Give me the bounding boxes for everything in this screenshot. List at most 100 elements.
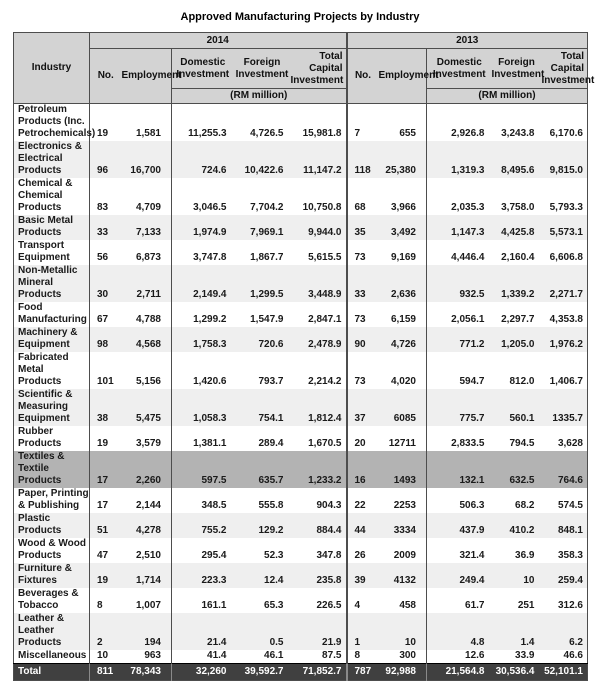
- table-body: Petroleum Products (Inc. Petrochemicals)…: [13, 103, 588, 664]
- value-cell: 19: [97, 438, 109, 449]
- header-year-2014: 2014: [89, 32, 348, 49]
- value-cell: 10: [523, 575, 535, 586]
- value-cell: 812.0: [509, 376, 535, 387]
- value-cell: 635.7: [258, 475, 284, 486]
- table-row: Textiles & Textile Products 17 2,260 597.5 6…: [13, 451, 588, 488]
- value-cell: 21.4: [207, 637, 227, 648]
- header-domestic-2014: Domestic Investment: [171, 48, 234, 89]
- value-cell: 8: [354, 650, 361, 661]
- value-cell: 39: [354, 575, 366, 586]
- value-cell: 2,149.4: [193, 289, 227, 300]
- value-cell: 1,299.2: [193, 314, 227, 325]
- value-cell: 321.4: [459, 550, 485, 561]
- value-cell: 73: [354, 314, 366, 325]
- header-foreign-2013: Foreign Investment: [491, 48, 544, 89]
- value-cell: 5,615.5: [290, 240, 348, 265]
- value-cell: 724.6: [201, 165, 227, 176]
- table-row: Miscellaneous 10 963 41.4 46.1 87.5 8 300 12.6 33…: [13, 650, 588, 664]
- value-cell: 22: [354, 500, 366, 511]
- unit-label-2014: (RM million): [171, 88, 348, 104]
- value-cell: 68: [354, 202, 366, 213]
- value-cell: 8: [97, 600, 103, 611]
- total-cell: 32,260: [171, 663, 234, 681]
- value-cell: 4,726: [378, 327, 427, 352]
- value-cell: 1,867.7: [250, 252, 284, 263]
- value-cell: 1,420.6: [193, 376, 227, 387]
- value-cell: 289.4: [258, 438, 284, 449]
- value-cell: 506.3: [459, 500, 485, 511]
- value-cell: 44: [354, 525, 366, 536]
- total-cell: 787: [346, 663, 379, 681]
- table-row: Non-Metallic Mineral Products 30 2,711 2,14…: [13, 265, 588, 302]
- header-total-capital-2013: Total Capital Investment: [541, 48, 594, 89]
- value-cell: 764.6: [557, 475, 583, 486]
- industry-cell: Miscellaneous: [13, 650, 90, 664]
- value-cell: 15,981.8: [290, 103, 348, 141]
- value-cell: 26: [354, 550, 366, 561]
- value-cell: 720.6: [258, 339, 284, 350]
- industry-cell: Food Manufacturing: [13, 302, 90, 327]
- value-cell: 5,475: [121, 389, 172, 426]
- header-domestic-2013: Domestic Investment: [426, 48, 492, 89]
- value-cell: 10,750.8: [290, 178, 348, 215]
- industry-cell: Plastic Products: [13, 513, 90, 538]
- value-cell: 1,406.7: [549, 376, 583, 387]
- value-cell: 1,147.3: [451, 227, 485, 238]
- value-cell: 794.5: [509, 438, 535, 449]
- value-cell: 3,747.8: [193, 252, 227, 263]
- page-title: Approved Manufacturing Projects by Indus…: [180, 11, 420, 23]
- page: Approved Manufacturing Projects by Indus…: [0, 11, 600, 681]
- value-cell: 3,243.8: [501, 128, 535, 139]
- industry-cell: Chemical & Chemical Products: [13, 178, 90, 215]
- industry-cell: Basic Metal Products: [13, 215, 90, 240]
- value-cell: 33: [354, 289, 366, 300]
- value-cell: 6085: [378, 389, 427, 426]
- header-no-2013: No.: [346, 48, 379, 104]
- value-cell: 4.8: [470, 637, 485, 648]
- value-cell: 3,966: [378, 178, 427, 215]
- value-cell: 410.2: [509, 525, 535, 536]
- value-cell: 312.6: [557, 600, 583, 611]
- value-cell: 2,297.7: [501, 314, 535, 325]
- value-cell: 16,700: [121, 141, 172, 178]
- value-cell: 2,035.3: [451, 202, 485, 213]
- table-row: Plastic Products 51 4,278 755.2 129.2 884.4 44…: [13, 513, 588, 538]
- total-cell: 78,343: [121, 663, 172, 681]
- value-cell: 1,299.5: [250, 289, 284, 300]
- value-cell: 10,422.6: [244, 165, 284, 176]
- value-cell: 4,446.4: [451, 252, 485, 263]
- value-cell: 655: [378, 103, 427, 141]
- value-cell: 4,425.8: [501, 227, 535, 238]
- value-cell: 161.1: [201, 600, 227, 611]
- value-cell: 6,873: [121, 240, 172, 265]
- value-cell: 10: [97, 650, 109, 661]
- value-cell: 3334: [378, 513, 427, 538]
- value-cell: 7,133: [121, 215, 172, 240]
- table-row: Scientific & Measuring Equipment 38 5,475 1…: [13, 389, 588, 426]
- value-cell: 9,815.0: [549, 165, 583, 176]
- value-cell: 98: [97, 339, 109, 350]
- value-cell: 632.5: [509, 475, 535, 486]
- table-row: Beverages & Tobacco 8 1,007 161.1 65.3 226.5 4…: [13, 588, 588, 613]
- value-cell: 12711: [378, 426, 427, 451]
- value-cell: 51: [97, 525, 109, 536]
- total-cell: 92,988: [378, 663, 427, 681]
- table-row: Leather & Leather Products 2 194 21.4 0.5 21.…: [13, 613, 588, 650]
- value-cell: 3,046.5: [193, 202, 227, 213]
- total-cell: 811: [89, 663, 122, 681]
- value-cell: 1,758.3: [193, 339, 227, 350]
- value-cell: 4,020: [378, 352, 427, 389]
- value-cell: 755.2: [201, 525, 227, 536]
- value-cell: 1,058.3: [193, 413, 227, 424]
- table-row: Basic Metal Products 33 7,133 1,974.9 7,969.…: [13, 215, 588, 240]
- unit-label-2013: (RM million): [426, 88, 588, 104]
- value-cell: 348.5: [201, 500, 227, 511]
- value-cell: 35: [354, 227, 366, 238]
- industry-cell: Leather & Leather Products: [13, 613, 90, 650]
- industry-cell: Transport Equipment: [13, 240, 90, 265]
- industry-cell: Fabricated Metal Products: [13, 352, 90, 389]
- value-cell: 848.1: [557, 525, 583, 536]
- value-cell: 68.2: [515, 500, 535, 511]
- value-cell: 33.9: [515, 650, 535, 661]
- value-cell: 3,448.9: [290, 265, 348, 302]
